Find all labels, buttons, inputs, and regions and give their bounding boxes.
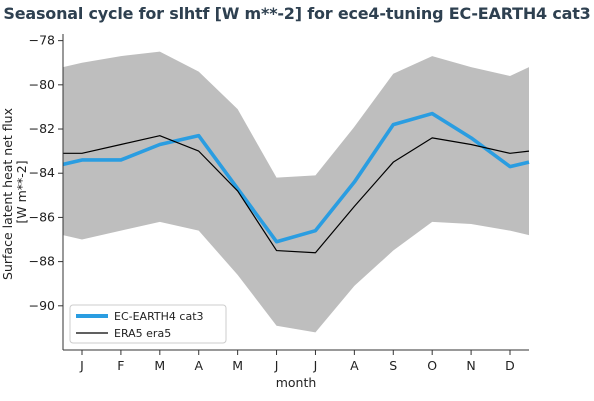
series-line-ec-earth4 <box>62 111 530 244</box>
legend: EC-EARTH4 cat3 ERA5 era5 <box>69 304 227 344</box>
y-axis-label-line-1: Surface latent heat net flux <box>0 108 15 280</box>
y-tick-label: −78 <box>29 33 55 48</box>
x-tick-label: D <box>505 358 515 373</box>
x-tick-label: N <box>466 358 475 373</box>
x-tick-label: F <box>117 358 124 373</box>
legend-box <box>69 304 227 344</box>
chart-title: Seasonal cycle for slhtf [W m**-2] for e… <box>3 4 591 23</box>
x-axis-label: month <box>276 375 317 390</box>
y-tick-label: −90 <box>29 298 55 313</box>
x-tick-label: A <box>350 358 359 373</box>
y-tick-label: −80 <box>29 77 55 92</box>
y-axis-label-line-2: [W m**-2] <box>14 160 29 223</box>
x-tick-label: O <box>427 358 437 373</box>
y-axis-label: Surface latent heat net flux [W m**-2] <box>0 104 29 280</box>
x-tick-label: M <box>232 358 243 373</box>
x-tick-label: A <box>194 358 203 373</box>
spread-band-layer <box>63 51 529 333</box>
series-line-era5 <box>63 135 530 254</box>
x-tick-label: J <box>274 358 279 373</box>
legend-label-ec-earth4: EC-EARTH4 cat3 <box>114 310 204 323</box>
y-tick-label: −82 <box>29 121 55 136</box>
x-tick-label: M <box>154 358 165 373</box>
y-tick-label: −88 <box>29 254 55 269</box>
axes-layer: −78 −80 −82 −84 −86 −88 −90 J F M A M J J A S O N D <box>29 33 529 373</box>
x-tick-label: J <box>79 358 84 373</box>
x-tick-label: J <box>313 358 318 373</box>
y-tick-label: −86 <box>29 209 55 224</box>
series-layer <box>62 111 530 254</box>
y-tick-label: −84 <box>29 165 55 180</box>
legend-label-era5: ERA5 era5 <box>114 327 171 340</box>
x-tick-label: S <box>389 358 397 373</box>
spread-band <box>63 51 529 333</box>
